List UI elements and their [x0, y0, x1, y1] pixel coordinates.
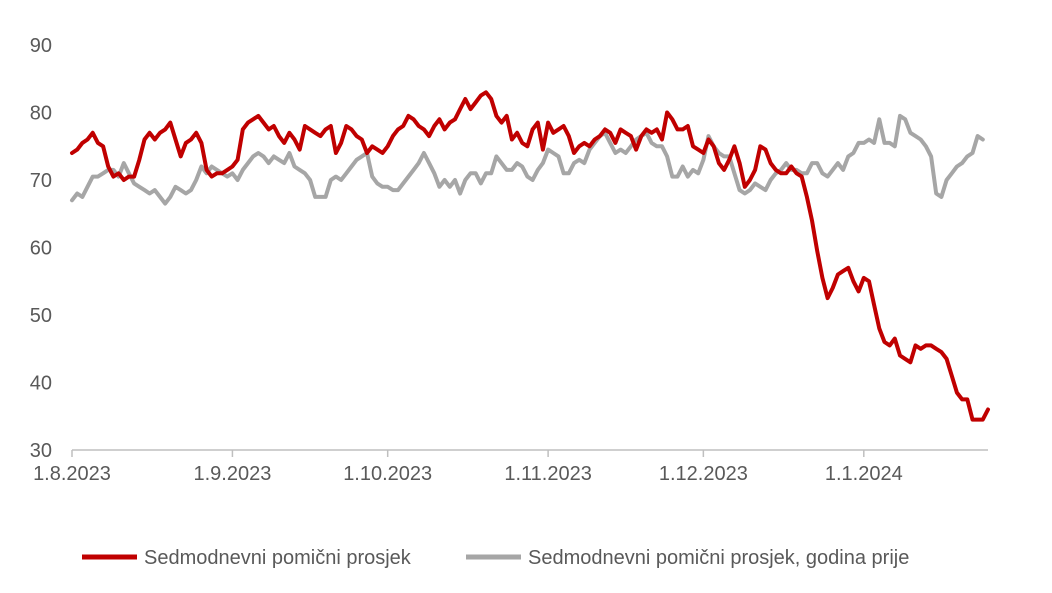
- x-tick-label: 1.8.2023: [33, 463, 111, 485]
- series-line-0: [70, 90, 990, 422]
- y-tick-label: 40: [30, 373, 52, 395]
- x-tick-label: 1.11.2023: [504, 463, 592, 485]
- y-axis: 30 40 50 60 70 80 90: [30, 35, 52, 462]
- y-tick-label: 50: [30, 305, 52, 327]
- x-tick-label: 1.9.2023: [193, 463, 271, 485]
- x-tick-label: 1.10.2023: [343, 463, 432, 485]
- x-axis: 1.8.2023 1.9.2023 1.10.2023 1.11.2023 1.12.2…: [33, 449, 988, 485]
- legend: Sedmodnevni pomični prosjek Sedmodnevni p…: [82, 547, 909, 569]
- legend-label-0: Sedmodnevni pomični prosjek: [144, 547, 412, 569]
- legend-label-1: Sedmodnevni pomični prosjek, godina prij…: [528, 547, 909, 569]
- y-tick-label: 90: [30, 35, 52, 57]
- series-layer: [70, 90, 990, 422]
- y-tick-label: 70: [30, 170, 52, 192]
- y-tick-label: 80: [30, 103, 52, 125]
- y-tick-label: 60: [30, 238, 52, 260]
- x-tick-label: 1.1.2024: [825, 463, 903, 485]
- series-line-1: [70, 113, 985, 206]
- x-tick-label: 1.12.2023: [659, 463, 748, 485]
- y-tick-label: 30: [30, 440, 52, 462]
